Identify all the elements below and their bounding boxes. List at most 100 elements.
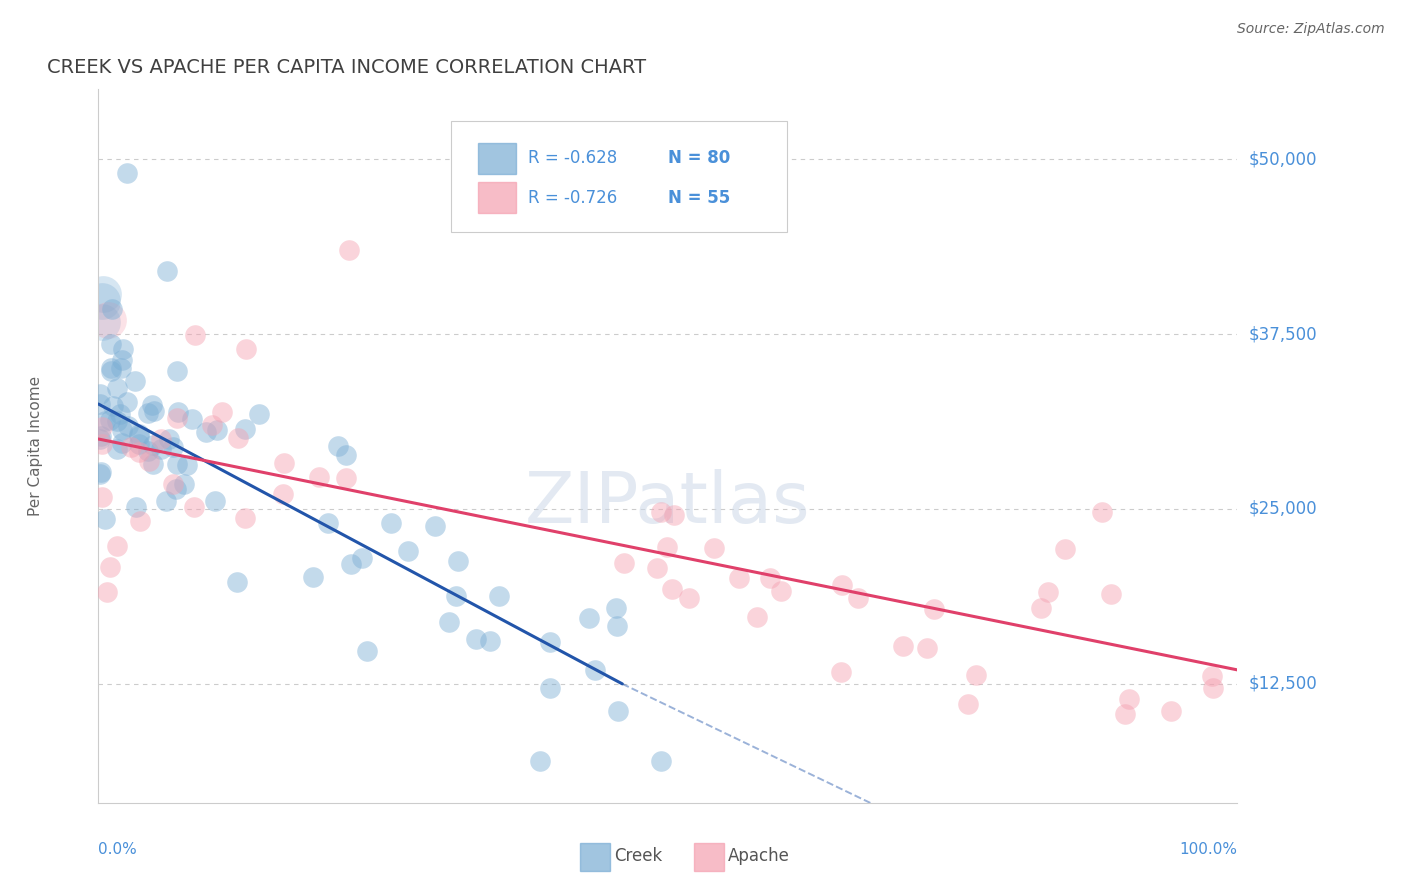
Text: Creek: Creek	[614, 847, 662, 865]
Point	[578, 611, 600, 625]
Point	[647, 561, 669, 575]
Point	[94, 414, 117, 428]
Point	[180, 412, 202, 426]
Point	[166, 457, 188, 471]
Text: R = -0.628: R = -0.628	[527, 150, 617, 168]
Point	[128, 445, 150, 459]
Point	[108, 408, 131, 422]
Point	[226, 431, 249, 445]
Point	[111, 435, 134, 450]
Point	[308, 469, 330, 483]
Text: $12,500: $12,500	[1249, 675, 1317, 693]
Point	[233, 510, 256, 524]
Point	[100, 363, 122, 377]
Point	[664, 508, 686, 522]
Point	[142, 438, 165, 452]
Point	[143, 403, 166, 417]
Point	[105, 381, 128, 395]
Point	[337, 243, 360, 257]
Point	[538, 681, 561, 695]
Point	[136, 444, 159, 458]
Point	[1160, 704, 1182, 718]
FancyBboxPatch shape	[451, 121, 787, 232]
FancyBboxPatch shape	[478, 182, 516, 213]
Point	[356, 644, 378, 658]
Point	[103, 400, 125, 414]
Point	[891, 639, 914, 653]
Point	[464, 632, 486, 646]
Point	[136, 406, 159, 420]
Point	[115, 166, 138, 180]
Point	[1091, 505, 1114, 519]
Point	[91, 437, 114, 451]
Point	[380, 516, 402, 531]
Point	[1029, 600, 1052, 615]
Point	[831, 578, 853, 592]
Point	[956, 697, 979, 711]
Point	[195, 425, 218, 440]
Point	[90, 294, 112, 309]
Text: R = -0.726: R = -0.726	[527, 189, 617, 207]
Point	[162, 477, 184, 491]
Point	[444, 589, 467, 603]
Point	[184, 328, 207, 343]
Point	[538, 634, 561, 648]
Point	[1114, 706, 1136, 721]
Point	[167, 405, 190, 419]
Point	[1038, 584, 1060, 599]
Point	[605, 600, 627, 615]
Point	[650, 505, 672, 519]
Point	[326, 439, 349, 453]
Text: ZIPatlas: ZIPatlas	[524, 468, 811, 538]
Point	[235, 342, 257, 356]
Point	[90, 429, 112, 443]
Point	[650, 754, 672, 768]
Text: Per Capita Income: Per Capita Income	[28, 376, 44, 516]
Point	[423, 519, 446, 533]
Point	[273, 487, 295, 501]
Point	[655, 541, 678, 555]
Text: CREEK VS APACHE PER CAPITA INCOME CORRELATION CHART: CREEK VS APACHE PER CAPITA INCOME CORREL…	[48, 57, 647, 77]
Point	[1118, 692, 1140, 706]
Point	[157, 432, 180, 446]
Point	[89, 396, 111, 410]
Point	[1099, 587, 1122, 601]
Point	[125, 500, 148, 514]
Point	[339, 557, 361, 571]
Text: $37,500: $37,500	[1249, 325, 1317, 343]
Point	[396, 544, 419, 558]
Point	[830, 665, 852, 680]
Point	[90, 419, 112, 434]
Point	[176, 458, 198, 472]
Point	[110, 361, 132, 376]
Point	[335, 471, 357, 485]
Text: Source: ZipAtlas.com: Source: ZipAtlas.com	[1237, 22, 1385, 37]
Point	[447, 554, 470, 568]
Point	[128, 429, 150, 443]
Point	[915, 641, 938, 656]
Point	[91, 490, 114, 504]
Text: Apache: Apache	[728, 847, 790, 865]
FancyBboxPatch shape	[581, 844, 610, 871]
Point	[89, 467, 111, 481]
Point	[105, 442, 128, 456]
Point	[138, 454, 160, 468]
Point	[91, 287, 114, 301]
Point	[142, 457, 165, 471]
Point	[678, 591, 700, 605]
Point	[120, 440, 142, 454]
Point	[302, 570, 325, 584]
Point	[335, 448, 357, 462]
Point	[96, 584, 118, 599]
Point	[89, 432, 111, 446]
Point	[488, 589, 510, 603]
Point	[606, 704, 628, 718]
Point	[226, 574, 249, 589]
Point	[848, 591, 870, 605]
Point	[1054, 541, 1077, 556]
Point	[156, 264, 179, 278]
Text: 100.0%: 100.0%	[1180, 842, 1237, 857]
Point	[115, 395, 138, 409]
Point	[166, 364, 188, 378]
Point	[128, 514, 150, 528]
